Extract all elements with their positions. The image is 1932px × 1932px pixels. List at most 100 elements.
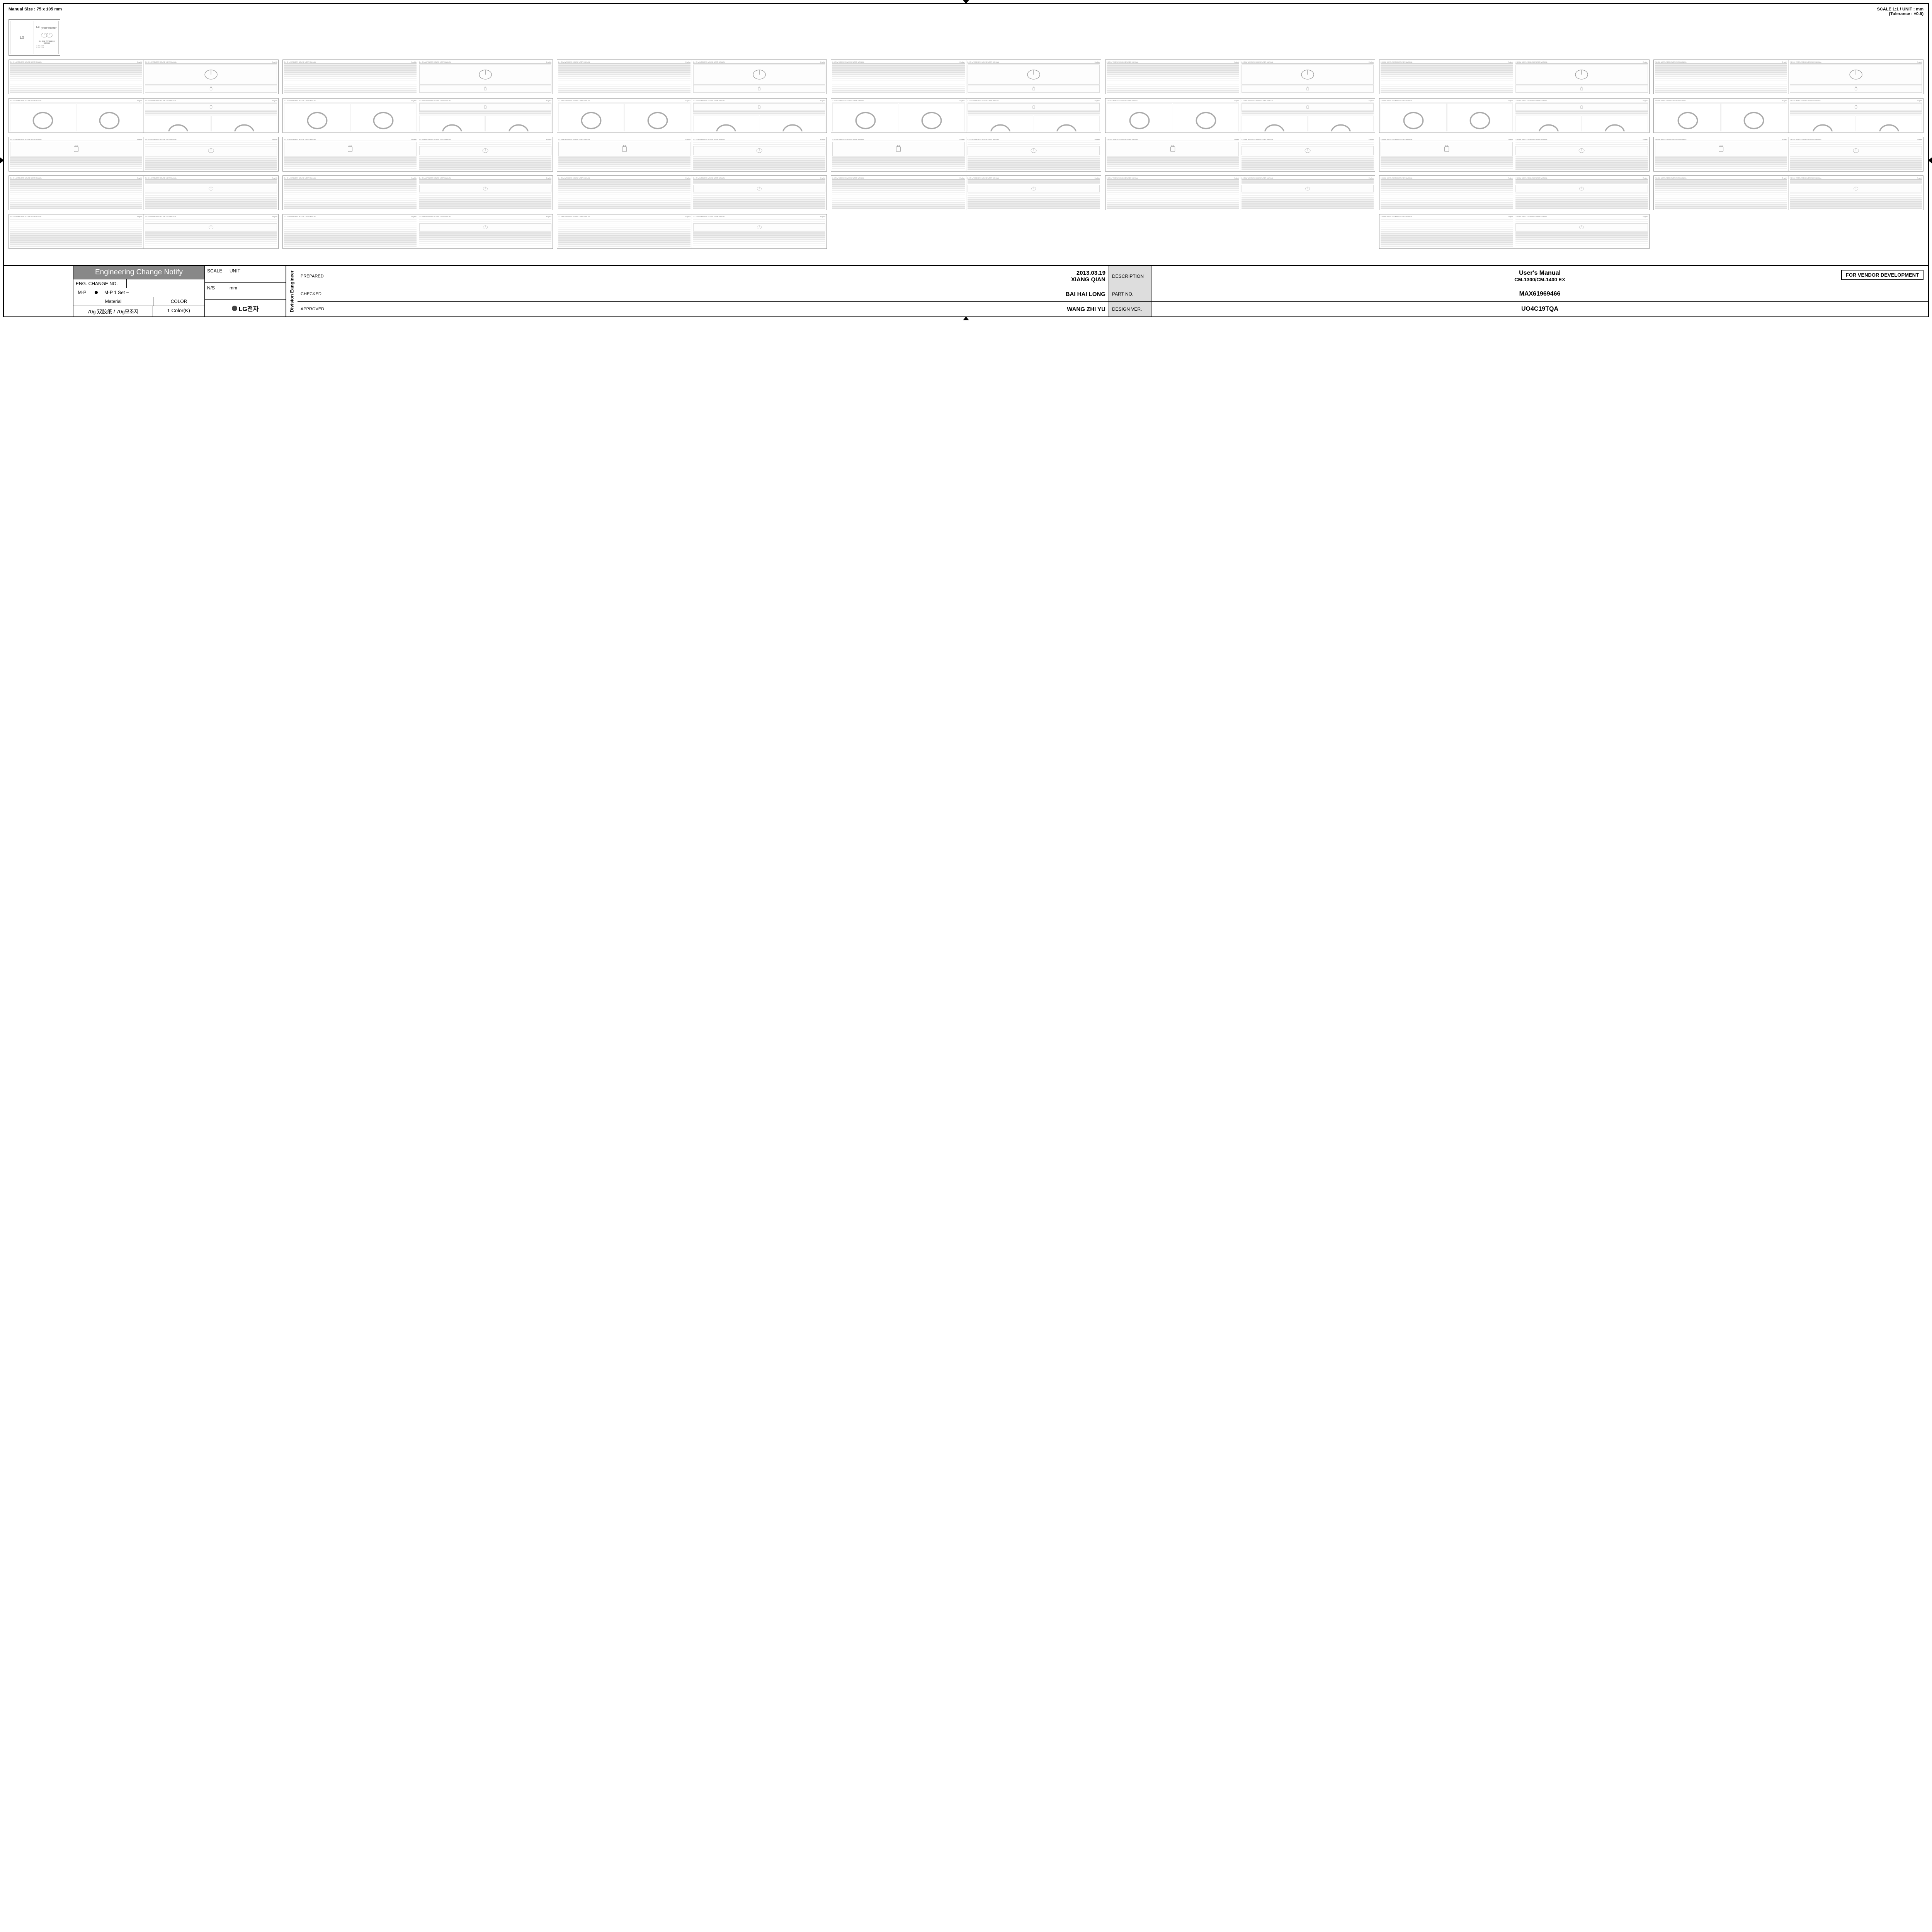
manual-spread: 2.4 GHz WIRELESS MOUSE USER MANUALEnglis… <box>1653 175 1923 210</box>
manual-page: 2.4 GHz WIRELESS MOUSE USER MANUALEnglis… <box>418 99 553 133</box>
manual-spread: 2.4 GHz WIRELESS MOUSE USER MANUALEnglis… <box>1653 98 1923 133</box>
vendor-development-stamp: FOR VENDOR DEVELOPMENT <box>1841 270 1923 280</box>
manual-page: 2.4 GHz WIRELESS MOUSE USER MANUALEnglis… <box>283 137 418 171</box>
manual-spread: 2.4 GHz WIRELESS MOUSE USER MANUALEnglis… <box>831 98 1101 133</box>
manual-spread: 2.4 GHz WIRELESS MOUSE USER MANUALEnglis… <box>1105 60 1375 94</box>
manual-page: 2.4 GHz WIRELESS MOUSE USER MANUALEnglis… <box>557 137 692 171</box>
checked-value: BAI HAI LONG <box>332 287 1109 302</box>
manual-spread: 2.4 GHz WIRELESS MOUSE USER MANUALEnglis… <box>1379 214 1649 249</box>
cover-front: LG USER MANUAL 2.4 GHz WIRELESS MOUSE ● … <box>35 21 59 54</box>
scale-value: UNIT <box>227 266 286 282</box>
manual-page: 2.4 GHz WIRELESS MOUSE USER MANUALEnglis… <box>1379 99 1514 133</box>
manual-page: 2.4 GHz WIRELESS MOUSE USER MANUALEnglis… <box>692 99 827 133</box>
manual-spread: 2.4 GHz WIRELESS MOUSE USER MANUALEnglis… <box>1653 60 1923 94</box>
manual-spread: 2.4 GHz WIRELESS MOUSE USER MANUALEnglis… <box>282 98 553 133</box>
manual-page: 2.4 GHz WIRELESS MOUSE USER MANUALEnglis… <box>1379 137 1514 171</box>
manual-page: 2.4 GHz WIRELESS MOUSE USER MANUALEnglis… <box>418 214 553 248</box>
manual-page: 2.4 GHz WIRELESS MOUSE USER MANUALEnglis… <box>1514 176 1649 210</box>
approved-label: APPROVED <box>298 302 332 316</box>
manual-spread: 2.4 GHz WIRELESS MOUSE USER MANUALEnglis… <box>1653 137 1923 172</box>
partno-label: PART NO. <box>1109 287 1151 302</box>
manual-page: 2.4 GHz WIRELESS MOUSE USER MANUALEnglis… <box>557 176 692 210</box>
cover-back: LG <box>10 21 34 54</box>
manual-spread: 2.4 GHz WIRELESS MOUSE USER MANUALEnglis… <box>557 214 827 249</box>
manual-page: 2.4 GHz WIRELESS MOUSE USER MANUALEnglis… <box>418 176 553 210</box>
manual-page: 2.4 GHz WIRELESS MOUSE USER MANUALEnglis… <box>1654 176 1789 210</box>
manual-page: 2.4 GHz WIRELESS MOUSE USER MANUALEnglis… <box>692 137 827 171</box>
manual-spread: 2.4 GHz WIRELESS MOUSE USER MANUALEnglis… <box>831 137 1101 172</box>
ns-label: N/S <box>205 283 227 299</box>
imposition-area: LG LG USER MANUAL 2.4 GHz WIRELESS MOUSE… <box>4 18 1928 265</box>
manual-spread: 2.4 GHz WIRELESS MOUSE USER MANUALEnglis… <box>282 214 553 249</box>
manual-page: 2.4 GHz WIRELESS MOUSE USER MANUALEnglis… <box>1789 137 1923 171</box>
manual-page: 2.4 GHz WIRELESS MOUSE USER MANUALEnglis… <box>9 99 144 133</box>
manual-spread: 2.4 GHz WIRELESS MOUSE USER MANUALEnglis… <box>831 60 1101 94</box>
manual-spread: 2.4 GHz WIRELESS MOUSE USER MANUALEnglis… <box>9 214 279 249</box>
manual-page: 2.4 GHz WIRELESS MOUSE USER MANUALEnglis… <box>1105 60 1240 94</box>
manual-page: 2.4 GHz WIRELESS MOUSE USER MANUALEnglis… <box>557 60 692 94</box>
checked-label: CHECKED <box>298 287 332 302</box>
manual-page: 2.4 GHz WIRELESS MOUSE USER MANUALEnglis… <box>144 214 278 248</box>
approved-value: WANG ZHI YU <box>332 302 1109 316</box>
mp-dot <box>91 288 101 297</box>
division-engineer-label: Division Eangineer <box>286 266 298 316</box>
spread-grid: 2.4 GHz WIRELESS MOUSE USER MANUALEnglis… <box>9 60 1923 249</box>
manual-page: 2.4 GHz WIRELESS MOUSE USER MANUALEnglis… <box>1240 176 1375 210</box>
cover-spread: LG LG USER MANUAL 2.4 GHz WIRELESS MOUSE… <box>9 19 60 56</box>
manual-spread: 2.4 GHz WIRELESS MOUSE USER MANUALEnglis… <box>1379 98 1649 133</box>
manual-spread: 2.4 GHz WIRELESS MOUSE USER MANUALEnglis… <box>1379 60 1649 94</box>
manual-spread: 2.4 GHz WIRELESS MOUSE USER MANUALEnglis… <box>557 137 827 172</box>
ns-value: mm <box>227 283 286 299</box>
manual-page: 2.4 GHz WIRELESS MOUSE USER MANUALEnglis… <box>1654 137 1789 171</box>
manual-page: 2.4 GHz WIRELESS MOUSE USER MANUALEnglis… <box>557 214 692 248</box>
mp-set: M-P 1 Set ~ <box>101 288 204 297</box>
manual-page: 2.4 GHz WIRELESS MOUSE USER MANUALEnglis… <box>9 214 144 248</box>
registration-mark-right <box>1928 157 1932 163</box>
eng-change-no-label: ENG. CHANGE NO. <box>73 279 127 288</box>
manual-page: 2.4 GHz WIRELESS MOUSE USER MANUALEnglis… <box>1654 99 1789 133</box>
manual-page: 2.4 GHz WIRELESS MOUSE USER MANUALEnglis… <box>144 176 278 210</box>
header-notes: Manual Size : 75 x 105 mm SCALE 1:1 / UN… <box>4 4 1928 18</box>
manual-page: 2.4 GHz WIRELESS MOUSE USER MANUALEnglis… <box>1105 176 1240 210</box>
designver-label: DESIGN VER. <box>1109 302 1151 316</box>
registration-mark-top <box>963 0 969 4</box>
manual-spread: 2.4 GHz WIRELESS MOUSE USER MANUALEnglis… <box>9 98 279 133</box>
color-value: 1 Color(K) <box>153 306 204 316</box>
titleblock-ecn-column: Engineering Change Notify ENG. CHANGE NO… <box>73 266 205 316</box>
partno-value: MAX61969466 <box>1151 287 1928 302</box>
manual-spread: 2.4 GHz WIRELESS MOUSE USER MANUALEnglis… <box>9 137 279 172</box>
drawing-sheet: Manual Size : 75 x 105 mm SCALE 1:1 / UN… <box>3 3 1929 317</box>
title-block: Engineering Change Notify ENG. CHANGE NO… <box>4 265 1928 316</box>
manual-page: 2.4 GHz WIRELESS MOUSE USER MANUALEnglis… <box>1789 99 1923 133</box>
manual-page: 2.4 GHz WIRELESS MOUSE USER MANUALEnglis… <box>1105 137 1240 171</box>
manual-page: 2.4 GHz WIRELESS MOUSE USER MANUALEnglis… <box>966 60 1101 94</box>
manual-spread: 2.4 GHz WIRELESS MOUSE USER MANUALEnglis… <box>831 175 1101 210</box>
material-value: 70g 双胶纸 / 70g모조지 <box>73 306 153 316</box>
manual-page: 2.4 GHz WIRELESS MOUSE USER MANUALEnglis… <box>692 176 827 210</box>
manual-page: 2.4 GHz WIRELESS MOUSE USER MANUALEnglis… <box>283 60 418 94</box>
manual-page: 2.4 GHz WIRELESS MOUSE USER MANUALEnglis… <box>9 137 144 171</box>
titleblock-blank <box>4 266 73 316</box>
manual-page: 2.4 GHz WIRELESS MOUSE USER MANUALEnglis… <box>144 60 278 94</box>
manual-page: 2.4 GHz WIRELESS MOUSE USER MANUALEnglis… <box>831 176 966 210</box>
eng-change-no-value <box>127 279 204 288</box>
manual-spread: 2.4 GHz WIRELESS MOUSE USER MANUALEnglis… <box>282 175 553 210</box>
manual-page: 2.4 GHz WIRELESS MOUSE USER MANUALEnglis… <box>283 176 418 210</box>
mouse-icon <box>40 31 53 39</box>
manual-spread: 2.4 GHz WIRELESS MOUSE USER MANUALEnglis… <box>557 175 827 210</box>
manual-page: 2.4 GHz WIRELESS MOUSE USER MANUALEnglis… <box>418 60 553 94</box>
lg-bullet-icon <box>232 306 237 311</box>
manual-spread: 2.4 GHz WIRELESS MOUSE USER MANUALEnglis… <box>557 98 827 133</box>
manual-page: 2.4 GHz WIRELESS MOUSE USER MANUALEnglis… <box>1514 214 1649 248</box>
registration-mark-bottom <box>963 316 969 320</box>
mp-label: M-P <box>73 288 91 297</box>
manual-page: 2.4 GHz WIRELESS MOUSE USER MANUALEnglis… <box>1514 137 1649 171</box>
manual-page: 2.4 GHz WIRELESS MOUSE USER MANUALEnglis… <box>966 137 1101 171</box>
manual-page: 2.4 GHz WIRELESS MOUSE USER MANUALEnglis… <box>831 60 966 94</box>
manual-spread: 2.4 GHz WIRELESS MOUSE USER MANUALEnglis… <box>1379 137 1649 172</box>
manual-page: 2.4 GHz WIRELESS MOUSE USER MANUALEnglis… <box>1789 60 1923 94</box>
manual-page: 2.4 GHz WIRELESS MOUSE USER MANUALEnglis… <box>1379 176 1514 210</box>
manual-page: 2.4 GHz WIRELESS MOUSE USER MANUALEnglis… <box>283 214 418 248</box>
manual-page: 2.4 GHz WIRELESS MOUSE USER MANUALEnglis… <box>966 176 1101 210</box>
manual-spread: 2.4 GHz WIRELESS MOUSE USER MANUALEnglis… <box>9 60 279 94</box>
